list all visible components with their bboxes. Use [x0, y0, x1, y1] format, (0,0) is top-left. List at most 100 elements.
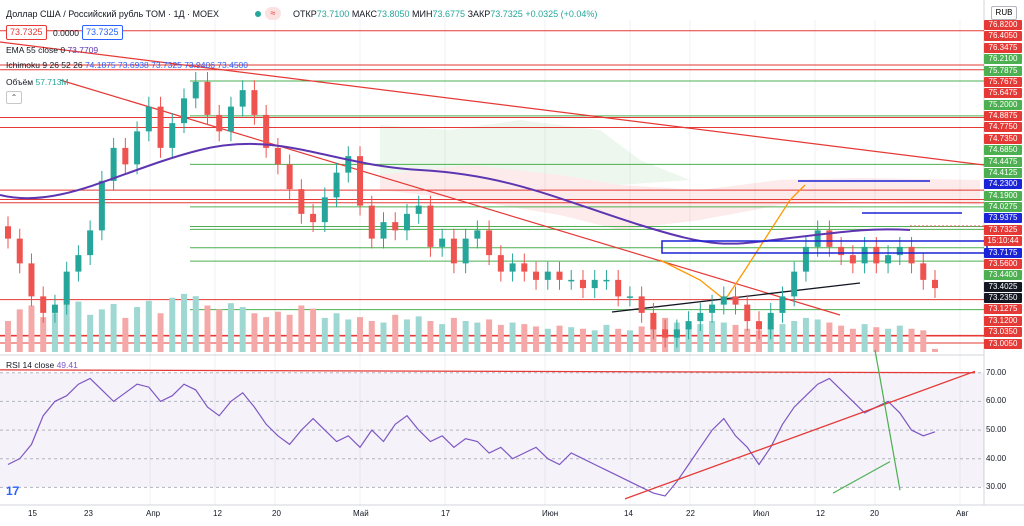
price-axis-label: 73.4400 — [984, 270, 1022, 281]
volume-bar — [28, 305, 35, 352]
candle-body — [838, 246, 845, 256]
volume-bar — [838, 325, 845, 352]
candle-body — [5, 226, 11, 239]
candle-body — [509, 263, 516, 272]
volume-bar — [579, 328, 586, 352]
volume-bar — [497, 324, 504, 352]
candle-body — [333, 172, 340, 198]
symbol-title[interactable]: Доллар США / Российский рубль TOM · 1Д ·… — [6, 9, 220, 19]
time-axis-label: Июн — [542, 509, 559, 518]
volume-bar — [392, 314, 399, 352]
rsi-legend[interactable]: RSI 14 close 49.41 — [6, 360, 78, 370]
candle-body — [533, 271, 540, 280]
close-value: 73.7325 — [490, 9, 523, 19]
ichimoku-label: Ichimoku 9 26 52 26 — [6, 60, 83, 70]
volume-legend[interactable]: Объём 57.713M — [6, 77, 69, 87]
candle-body — [403, 213, 410, 231]
time-axis-label: 22 — [686, 509, 695, 518]
sell-price-box[interactable]: 73.7325 — [6, 25, 47, 40]
candle-body — [497, 255, 504, 272]
volume-bar — [333, 313, 340, 352]
buy-price-box[interactable]: 73.7325 — [82, 25, 123, 40]
ema-legend[interactable]: EMA 55 close 0 73.7709 — [6, 45, 98, 55]
collapse-legend-button[interactable]: ⌃ — [6, 91, 22, 104]
volume-bar — [157, 313, 164, 352]
price-axis-label: 76.2100 — [984, 54, 1022, 65]
volume-bar — [732, 324, 739, 352]
rsi-green-line-2 — [832, 461, 891, 494]
candle-body — [755, 321, 762, 330]
rsi-axis-label: 60.00 — [986, 396, 1007, 406]
volume-bar — [626, 330, 633, 352]
candle-body — [134, 131, 141, 165]
candle-body — [51, 304, 58, 313]
candle-body — [298, 189, 305, 214]
volume-bar — [169, 297, 176, 352]
price-axis-label: 73.4025 — [984, 281, 1022, 292]
volume-bar — [791, 321, 798, 352]
volume-bar — [920, 330, 927, 352]
volume-bar — [145, 300, 152, 352]
price-axis-label: 75.7675 — [984, 76, 1022, 87]
volume-bar — [779, 324, 786, 352]
candle-body — [310, 213, 317, 223]
volume-bar — [720, 322, 727, 352]
change-value: +0.0325 (+0.04%) — [525, 9, 598, 19]
candle-body — [486, 230, 493, 256]
compare-icon[interactable]: ≈ — [265, 7, 281, 20]
price-axis-label: 74.7350 — [984, 133, 1022, 144]
candle-body — [274, 147, 281, 165]
price-axis-label: 74.2300 — [984, 179, 1022, 190]
volume-bar — [755, 330, 762, 352]
candle-body — [697, 312, 704, 322]
candle-body — [591, 279, 598, 289]
time-axis-label: Авг — [956, 509, 969, 518]
price-axis-label: 73.7175 — [984, 247, 1022, 258]
volume-bar — [767, 327, 774, 352]
price-axis-label: 75.6475 — [984, 88, 1022, 99]
time-axis-label: 15 — [28, 509, 37, 518]
volume-bar — [239, 307, 246, 352]
candle-body — [603, 279, 610, 282]
candle-body — [216, 114, 223, 132]
candle-body — [263, 114, 270, 148]
candle-body — [861, 246, 868, 264]
downtrend-line-steep — [59, 79, 841, 316]
candle-body — [380, 222, 387, 239]
time-axis-label: Июл — [753, 509, 770, 518]
candle-body — [392, 222, 399, 231]
tradingview-logo-icon[interactable]: 17 — [6, 484, 20, 498]
volume-bar — [357, 317, 364, 352]
volume-bar — [204, 305, 211, 352]
volume-bar — [638, 326, 645, 352]
candle-body — [662, 329, 669, 338]
currency-button[interactable]: RUB — [991, 6, 1017, 20]
candle-body — [802, 246, 809, 272]
candle-body — [709, 304, 716, 313]
volume-bar — [368, 321, 375, 352]
candle-body — [579, 279, 586, 289]
ichimoku-legend[interactable]: Ichimoku 9 26 52 26 74.1875 73.6938 73.7… — [6, 60, 248, 70]
volume-bar — [298, 305, 305, 352]
candle-body — [87, 230, 94, 256]
ema-55-line — [0, 142, 911, 245]
rsi-axis-label: 70.00 — [986, 367, 1007, 377]
volume-bar — [310, 308, 317, 352]
volume-bar — [873, 327, 880, 352]
rsi-axis-label: 40.00 — [986, 453, 1007, 463]
rsi-value: 49.41 — [56, 360, 78, 370]
volume-bar — [251, 313, 258, 352]
price-axis-label: 74.8875 — [984, 111, 1022, 122]
volume-bar — [415, 316, 422, 352]
candle-body — [286, 164, 293, 190]
wave-pattern-line — [659, 184, 806, 301]
open-value: 73.7100 — [316, 9, 350, 19]
volume-bar — [709, 321, 716, 352]
price-axis-label: 73.9375 — [984, 213, 1022, 224]
low-value: 73.6775 — [432, 9, 466, 19]
rsi-line — [7, 377, 936, 497]
candle-body — [849, 255, 856, 264]
candle-body — [932, 279, 938, 289]
